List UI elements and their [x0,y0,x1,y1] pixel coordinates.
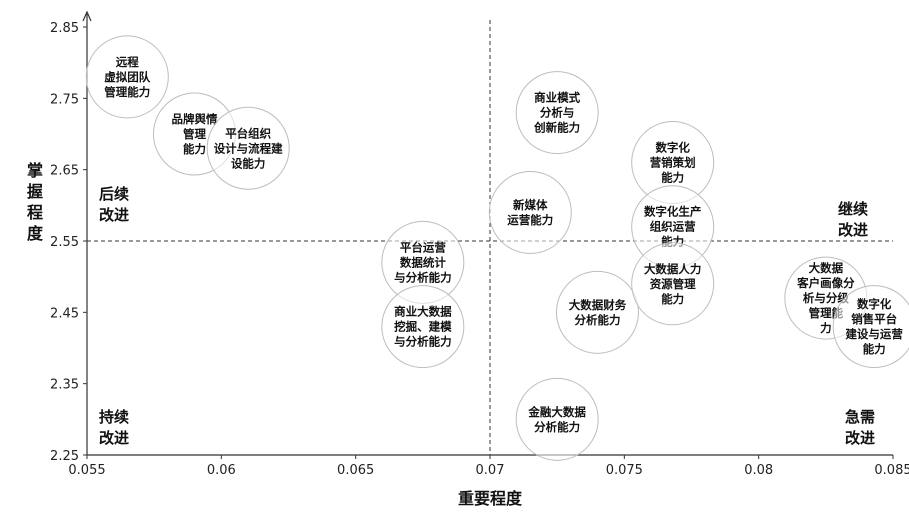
quadrant-label-upper-right: 继续改进 [838,200,868,239]
x-tick-label: 0.06 [207,463,236,478]
bubble-circle [488,170,572,254]
bubbles-group: 远程虚拟团队管理能力品牌舆情管理能力平台组织设计与流程建设能力平台运营数据统计与… [85,35,909,461]
quadrant-label-lower-right: 急需改进 [845,408,875,447]
bubble-label: 平台运营数据统计与分析能力 [394,240,452,284]
y-axis-title: 掌握程度 [27,161,44,243]
bubble: 平台运营数据统计与分析能力 [381,220,465,304]
bubble-label: 新媒体运营能力 [507,198,553,227]
bubble-circle [515,71,599,155]
y-tick-label: 2.75 [50,92,79,107]
bubble: 数字化销售平台建设与运营能力 [832,285,909,369]
bubble: 新媒体运营能力 [488,170,572,254]
bubble-label: 数字化销售平台建设与运营能力 [845,297,903,356]
bubble-label: 大数据客户画像分析与分级管理能力 [796,261,855,335]
bubble-circle [85,35,169,119]
bubble: 大数据财务分析能力 [555,270,639,354]
bubble-label: 平台组织设计与流程建设能力 [214,126,283,170]
bubble-circle [206,106,290,190]
quadrant-label-lower-left: 持续改进 [99,408,129,447]
x-tick-label: 0.08 [744,463,773,478]
bubble-circle [515,377,599,461]
bubble: 远程虚拟团队管理能力 [85,35,169,119]
y-tick-label: 2.35 [50,378,79,393]
reference-lines-group [87,20,893,455]
bubble-label: 大数据人力资源管理能力 [644,262,702,306]
bubble-circle [832,285,909,369]
bubble: 商业模式分析与创新能力 [515,71,599,155]
x-axis-title: 重要程度 [458,489,523,508]
bubble-label: 金融大数据分析能力 [527,405,586,434]
bubble-label: 商业模式分析与创新能力 [533,91,580,135]
y-tick-label: 2.55 [50,235,79,250]
bubble-circle [631,242,715,326]
bubble-label: 远程虚拟团队管理能力 [104,55,150,99]
quadrant-label-upper-left: 后续改进 [99,185,129,224]
bubble-label: 品牌舆情管理能力 [171,112,217,156]
bubble: 平台组织设计与流程建设能力 [206,106,290,190]
bubble-label: 大数据财务分析能力 [569,298,627,327]
bubble: 大数据人力资源管理能力 [631,242,715,326]
x-tick-label: 0.055 [68,463,105,478]
bubble-circle [555,270,639,354]
y-tick-label: 2.65 [50,164,79,179]
x-tick-label: 0.085 [874,463,909,478]
bubble: 金融大数据分析能力 [515,377,599,461]
y-tick-label: 2.85 [50,21,79,36]
bubble: 商业大数据挖掘、建模与分析能力 [381,285,465,369]
bubble: 数字化生产组织运营能力 [631,185,715,269]
y-tick-label: 2.45 [50,306,79,321]
axes-group [82,10,893,456]
y-tick-label: 2.25 [50,449,79,464]
ticks-group: 0.055 0.06 0.065 0.07 0.075 0.08 0.085 2.25 2.35… [50,21,909,478]
x-tick-label: 0.075 [606,463,643,478]
x-tick-label: 0.065 [337,463,374,478]
bubble-label: 数字化营销策划能力 [650,141,696,185]
bubble-circle [381,285,465,369]
bubble-label: 商业大数据挖掘、建模与分析能力 [394,305,452,349]
x-tick-label: 0.07 [476,463,505,478]
y-axis-arrow [82,10,92,22]
